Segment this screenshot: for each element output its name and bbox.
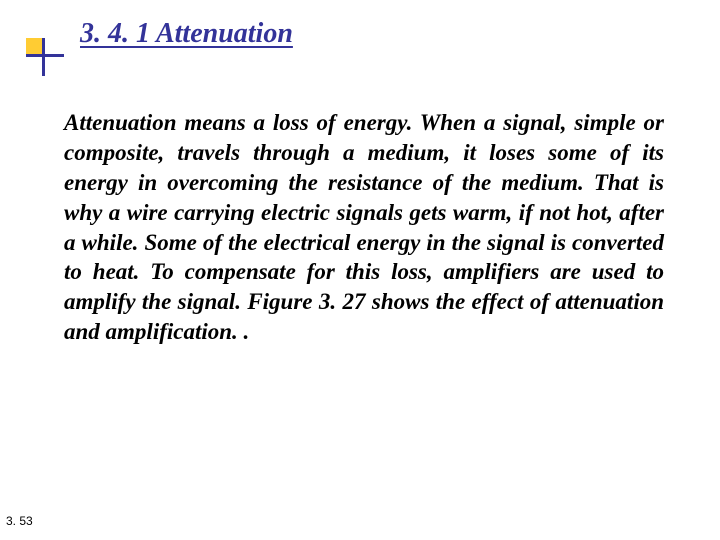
- page-number: 3. 53: [6, 514, 33, 528]
- bullet-square: [26, 38, 42, 54]
- body-paragraph: Attenuation means a loss of energy. When…: [64, 108, 664, 347]
- bullet-bar-horizontal: [26, 54, 64, 57]
- section-heading: 3. 4. 1 Attenuation: [80, 18, 293, 50]
- bullet-bar-vertical: [42, 38, 45, 76]
